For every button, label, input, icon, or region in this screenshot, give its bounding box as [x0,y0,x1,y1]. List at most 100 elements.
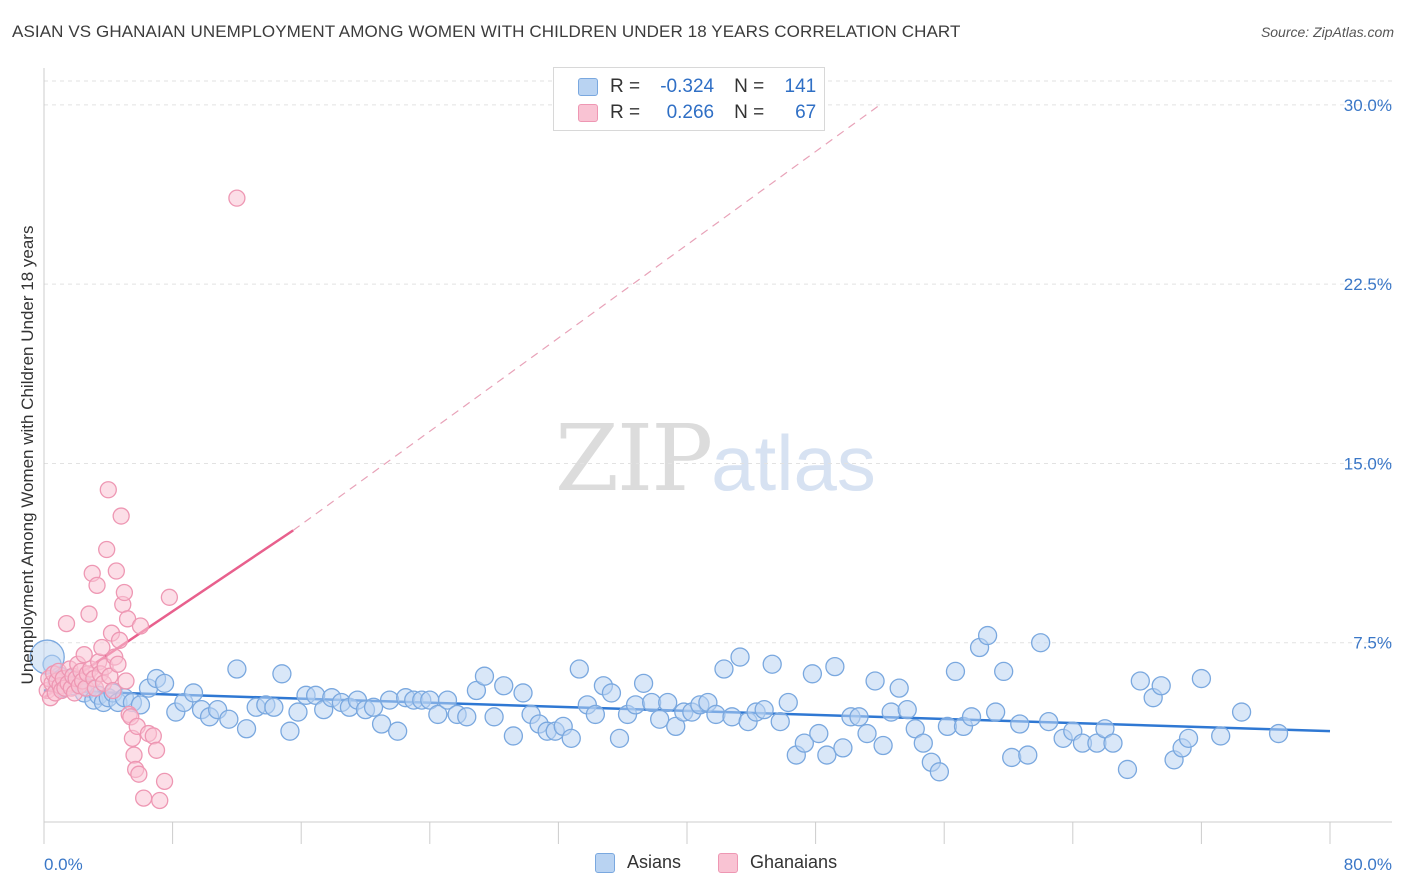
legend-r-label: R = [610,76,641,97]
data-point-ghanaian [109,655,127,673]
data-point-asian [609,728,630,748]
data-point-asian [236,719,257,739]
data-point-asian [1002,747,1022,768]
tick-labels: 7.5% 15.0% 22.5% 30.0% 0.0% 80.0% [44,96,1392,874]
data-point-ghanaian [160,588,179,606]
data-point-ghanaian [144,727,162,745]
data-point-asian [1010,714,1030,734]
data-point-asian [650,709,670,729]
correlation-legend: R = -0.324 N = 141 R = 0.266 N = 67 [553,67,825,131]
series-legend: Asians Ghanaians [0,852,1406,876]
legend-r-value: -0.324 [660,76,715,97]
data-point-asian [272,664,292,684]
legend-n-label: N = [734,102,765,123]
data-point-asian [264,697,284,717]
series-swatch-ghanaians [718,852,738,873]
data-point-asian [1130,671,1150,691]
data-point-asian [889,678,909,698]
legend-row-asians: R = -0.324 N = 141 [578,75,816,99]
grid-lines [44,80,1392,644]
data-point-asian [881,702,901,722]
data-point-asian [714,659,734,679]
x-tick-label-min: 0.0% [44,855,83,874]
data-point-ghanaian [112,507,130,525]
data-point-asian [513,683,533,703]
data-point-ghanaian [130,765,148,783]
data-point-asian [494,676,514,696]
data-point-asian [1117,759,1138,780]
data-point-ghanaian [75,646,93,664]
data-point-asian [569,659,589,679]
data-point-asian [633,673,654,694]
data-point-asian [658,692,678,713]
data-point-asian [561,728,581,748]
data-point-asian [1268,723,1289,744]
data-point-asian [825,656,845,677]
data-point-asian [913,733,933,753]
data-point-asian [437,690,458,710]
data-point-asian [1018,745,1038,765]
y-tick-label: 7.5% [1353,634,1392,653]
data-point-ghanaian [155,772,174,791]
data-point-ghanaian [115,583,134,602]
legend-n-value: 141 [784,76,817,97]
data-point-asian [809,723,829,744]
data-point-asian [428,704,448,725]
data-point-ghanaian [98,540,116,559]
data-point-asian [484,707,504,727]
watermark: ZIPatlas [555,405,876,512]
data-point-asian [730,647,750,667]
data-point-ghanaian [99,481,117,499]
data-point-asian [641,692,662,713]
trend-line-ghanaians-extension [292,104,881,531]
chart-title: ASIAN VS GHANAIAN UNEMPLOYMENT AMONG WOM… [12,22,961,41]
data-point-asian [280,721,300,741]
data-point-asian [833,738,853,758]
data-point-asian [1151,676,1171,696]
data-point-asian [288,702,308,722]
data-point-asian [857,723,877,744]
data-point-asian [625,695,646,715]
series-label-ghanaians: Ghanaians [750,852,838,872]
data-point-asian [762,654,782,674]
data-point-asian [183,683,204,703]
y-axis-label: Unemployment Among Women with Children U… [18,225,37,685]
data-point-ghanaian [125,746,143,764]
data-point-asian [1231,702,1252,722]
data-point-ghanaian [104,681,122,700]
data-point-ghanaian [131,617,150,635]
legend-n-value: 67 [795,102,817,123]
series-legend-ghanaians[interactable]: Ghanaians [718,852,837,873]
data-point-asian [929,762,950,782]
data-point-asian [1103,733,1123,753]
data-point-ghanaian [93,638,111,657]
data-point-asian [961,707,982,727]
data-point-asian [905,719,925,739]
y-tick-label: 22.5% [1344,275,1392,294]
data-point-asian [466,680,487,701]
data-point-asian [585,704,606,725]
data-point-ghanaian [118,610,137,628]
data-point-asian [794,733,814,753]
data-point-asian [945,661,966,682]
data-point-ghanaian [110,631,129,649]
series-legend-asians[interactable]: Asians [595,852,681,873]
legend-row-ghanaians: R = 0.266 N = 67 [578,101,816,125]
data-points [29,189,1289,810]
data-point-asian [977,625,998,646]
data-point-asian [1191,668,1212,689]
data-point-asian [849,707,869,727]
watermark-zip: ZIP [555,405,713,512]
data-point-asian [897,700,917,720]
data-point-asian [994,661,1014,682]
series-label-asians: Asians [627,852,682,872]
legend-r-label: R = [610,102,641,123]
legend-swatch-asians [578,78,598,96]
data-point-asian [457,707,477,727]
data-point-asian [706,704,726,725]
series-swatch-asians [595,852,615,873]
data-point-asian [817,745,837,765]
data-point-asian [363,697,384,717]
data-point-asian [387,721,408,741]
